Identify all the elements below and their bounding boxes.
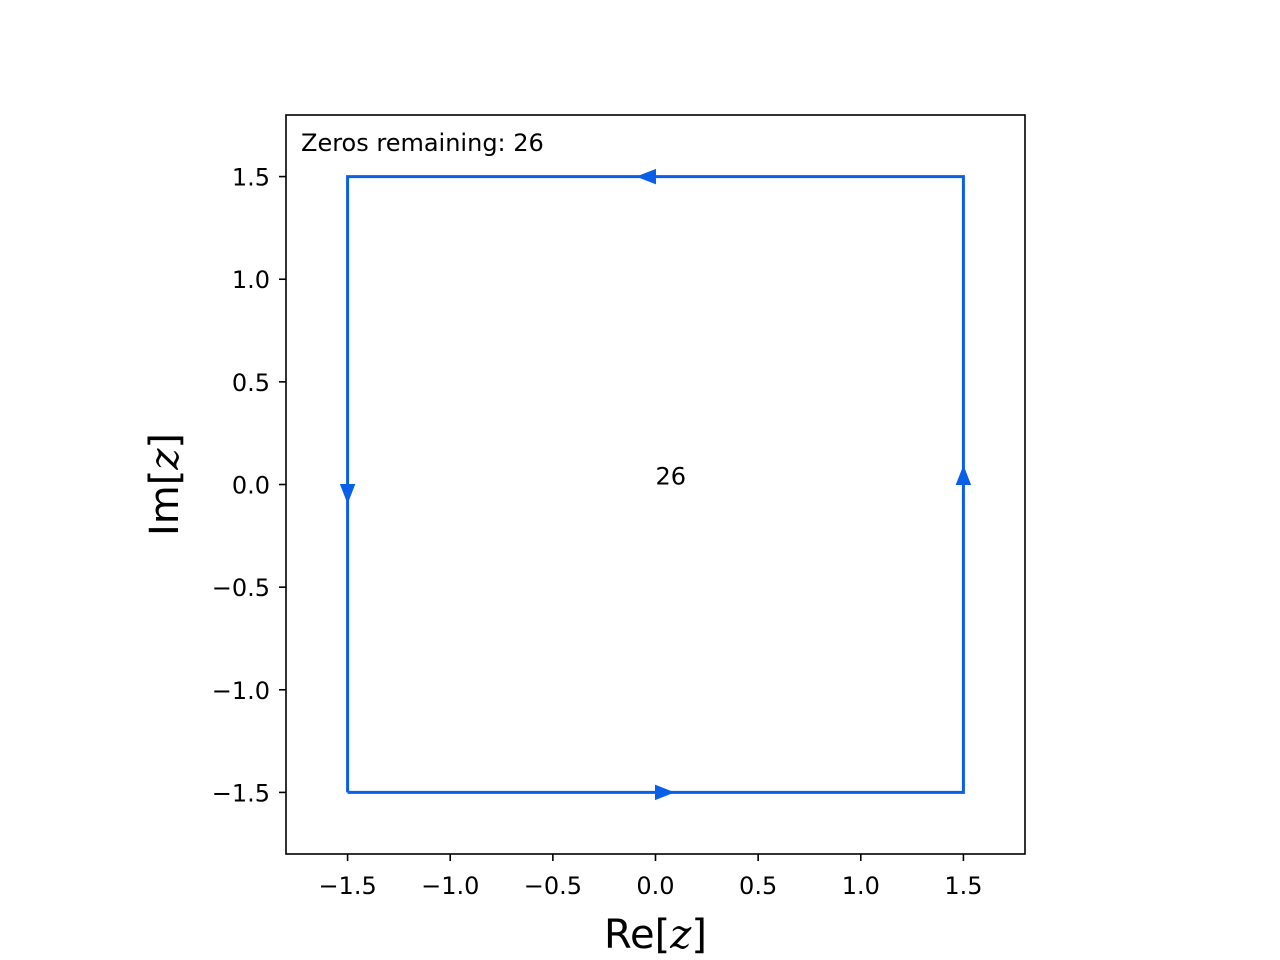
x-tick-label: 1.5	[944, 872, 982, 900]
x-tick-label: −1.0	[421, 872, 479, 900]
x-tick-label: −0.5	[524, 872, 582, 900]
contour-direction-arrow-top	[636, 168, 656, 185]
y-tick-label: −0.5	[212, 574, 270, 602]
x-axis-label-prefix: Re[	[604, 912, 670, 958]
y-axis-label-variable: z	[142, 448, 188, 471]
contour-line	[346, 175, 965, 794]
y-axis-label-prefix: Im[	[142, 470, 188, 536]
x-axis-ticks: −1.5 −1.0 −0.5 0.0 0.5 1.0 1.5	[318, 854, 983, 900]
y-axis-label: Im[z]	[142, 433, 188, 536]
y-tick-label: 1.0	[232, 266, 270, 294]
center-zero-count-annotation: 26	[656, 463, 687, 491]
x-axis-label: Re[z]	[604, 912, 707, 958]
y-tick-label: −1.0	[212, 677, 270, 705]
y-tick-label: 0.5	[232, 369, 270, 397]
x-axis-label-suffix: ]	[691, 912, 707, 958]
contour-layer	[339, 168, 972, 801]
y-tick-label: −1.5	[212, 779, 270, 807]
x-tick-label: −1.5	[318, 872, 376, 900]
y-tick-label: 0.0	[232, 472, 270, 500]
contour-direction-arrow-left	[339, 484, 356, 504]
annotations: Zeros remaining: 26 26	[301, 129, 686, 491]
zeros-remaining-annotation: Zeros remaining: 26	[301, 129, 544, 157]
x-tick-label: 0.0	[636, 872, 674, 900]
contour-direction-arrow-bottom	[655, 784, 675, 801]
x-axis-label-variable: z	[669, 912, 692, 958]
y-axis-label-suffix: ]	[142, 433, 188, 449]
x-tick-label: 1.0	[842, 872, 880, 900]
x-tick-label: 0.5	[739, 872, 777, 900]
contour-direction-arrow-right	[955, 465, 972, 485]
y-tick-label: 1.5	[232, 164, 270, 192]
y-axis-ticks: 1.5 1.0 0.5 0.0 −0.5 −1.0 −1.5	[212, 164, 286, 807]
